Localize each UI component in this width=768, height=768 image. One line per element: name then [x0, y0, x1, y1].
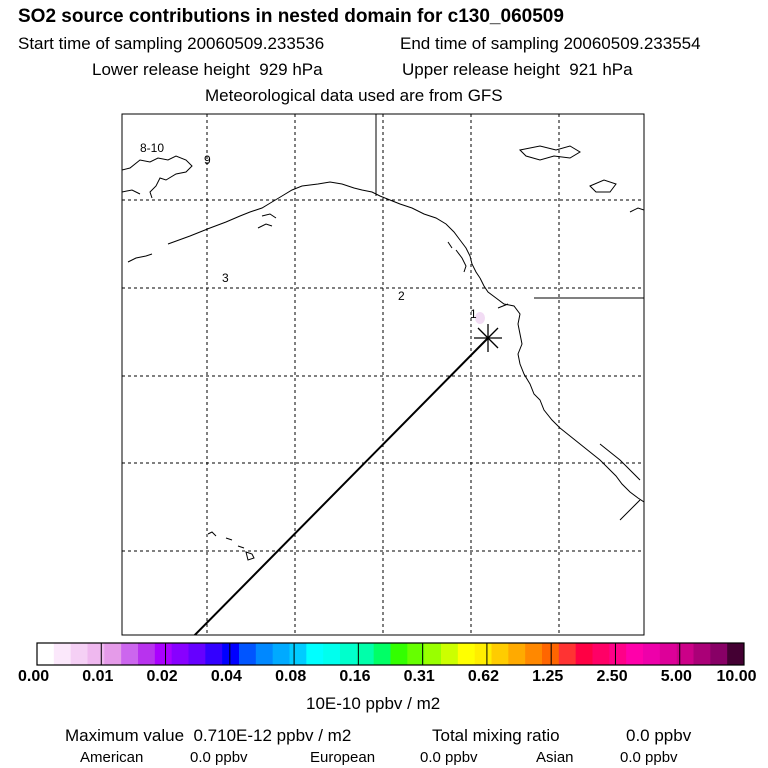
color-bar-cell — [609, 643, 627, 665]
color-bar-cell — [289, 643, 307, 665]
color-bar-cell — [222, 643, 240, 665]
color-bar-cell — [70, 643, 88, 665]
american-label: American — [80, 749, 144, 766]
american-value: 0.0 ppbv — [190, 749, 248, 766]
color-bar-cell — [255, 643, 274, 665]
color-bar-tick-label: 1.25 — [532, 668, 564, 685]
color-bar-tick-label: 0.01 — [82, 668, 114, 685]
color-bar-tick-label: 0.31 — [403, 668, 435, 685]
start-time: Start time of sampling 20060509.233536 — [18, 34, 325, 53]
color-bar-cell — [558, 643, 577, 665]
color-bar-cell — [340, 643, 358, 665]
color-bar-tick-label: 2.50 — [596, 668, 628, 685]
color-bar-cell — [239, 643, 257, 665]
color-bar-cell — [121, 643, 139, 665]
color-bar-cell — [626, 643, 644, 665]
color-bar-cell — [457, 643, 476, 665]
color-bar-cell — [373, 643, 391, 665]
graticule — [122, 114, 644, 635]
concentration-plume — [475, 312, 485, 324]
color-bar-cell — [710, 643, 728, 665]
color-bar-cell — [441, 643, 459, 665]
european-label: European — [310, 749, 376, 766]
color-bar-cell — [188, 643, 206, 665]
end-time: End time of sampling 20060509.233554 — [400, 34, 701, 53]
trajectory-label-9: 9 — [204, 153, 211, 167]
european-value: 0.0 ppbv — [420, 749, 478, 766]
color-bar-cell — [643, 643, 661, 665]
color-bar-cell — [676, 643, 694, 665]
color-bar-cell — [154, 643, 173, 665]
max-value: Maximum value 0.710E-12 ppbv / m2 — [65, 726, 352, 745]
upper-release-height: Upper release height 921 hPa — [402, 60, 633, 79]
trajectory-label-1: 1 — [470, 307, 477, 321]
back-trajectory — [193, 337, 489, 635]
trajectory-label-3: 3 — [222, 271, 229, 285]
color-bar-cell — [205, 643, 223, 665]
color-bar-cell — [53, 643, 72, 665]
color-bar-tick-label: 0.08 — [275, 668, 307, 685]
color-bar-cell — [592, 643, 610, 665]
color-bar-cell — [37, 643, 55, 665]
color-bar-cell — [87, 643, 105, 665]
color-bar-frame — [36, 642, 745, 666]
color-bar-cell — [272, 643, 290, 665]
total-mixing-value: 0.0 ppbv — [626, 726, 692, 745]
total-mixing-label: Total mixing ratio — [432, 726, 560, 745]
color-bar-cell — [171, 643, 189, 665]
color-bar-tick-label: 0.02 — [146, 668, 178, 685]
lower-release-height: Lower release height 929 hPa — [92, 60, 323, 79]
color-bar-tick-label: 10.00 — [716, 668, 757, 685]
color-bar-cell — [575, 643, 593, 665]
color-bar-cell — [474, 643, 492, 665]
color-bar-cell — [407, 643, 425, 665]
color-bar-unit: 10E-10 ppbv / m2 — [306, 694, 441, 713]
asian-value: 0.0 ppbv — [620, 749, 678, 766]
met-data-note: Meteorological data used are from GFS — [205, 86, 503, 105]
color-bar-cell — [390, 643, 408, 665]
color-bar-tick-label: 0.04 — [210, 668, 242, 685]
color-bar-cell — [525, 643, 543, 665]
color-bar-cell — [306, 643, 324, 665]
color-bar-tick-label: 0.62 — [467, 668, 500, 685]
map-frame — [121, 113, 645, 636]
source-marker-icon — [474, 324, 502, 352]
trajectory-label-8-10: 8-10 — [140, 141, 164, 155]
color-bar-cell — [659, 643, 678, 665]
color-bar-cell — [138, 643, 156, 665]
page-title: SO2 source contributions in nested domai… — [18, 6, 564, 27]
color-bar-tick-label: 5.00 — [660, 668, 692, 685]
color-bar-cell — [424, 643, 442, 665]
color-bar-cell — [508, 643, 526, 665]
color-bar-cell — [323, 643, 341, 665]
color-bar-cell — [727, 643, 745, 665]
trajectory-label-2: 2 — [398, 289, 405, 303]
color-bar-cell — [693, 643, 711, 665]
color-bar-tick-label: 0.00 — [18, 668, 50, 685]
asian-label: Asian — [536, 749, 574, 766]
color-bar-cell — [542, 643, 560, 665]
color-bar-cell — [491, 643, 509, 665]
color-bar-cell — [104, 643, 122, 665]
coastline — [122, 114, 644, 561]
color-bar-tick-label: 0.16 — [339, 668, 371, 685]
color-bar-cell — [356, 643, 375, 665]
